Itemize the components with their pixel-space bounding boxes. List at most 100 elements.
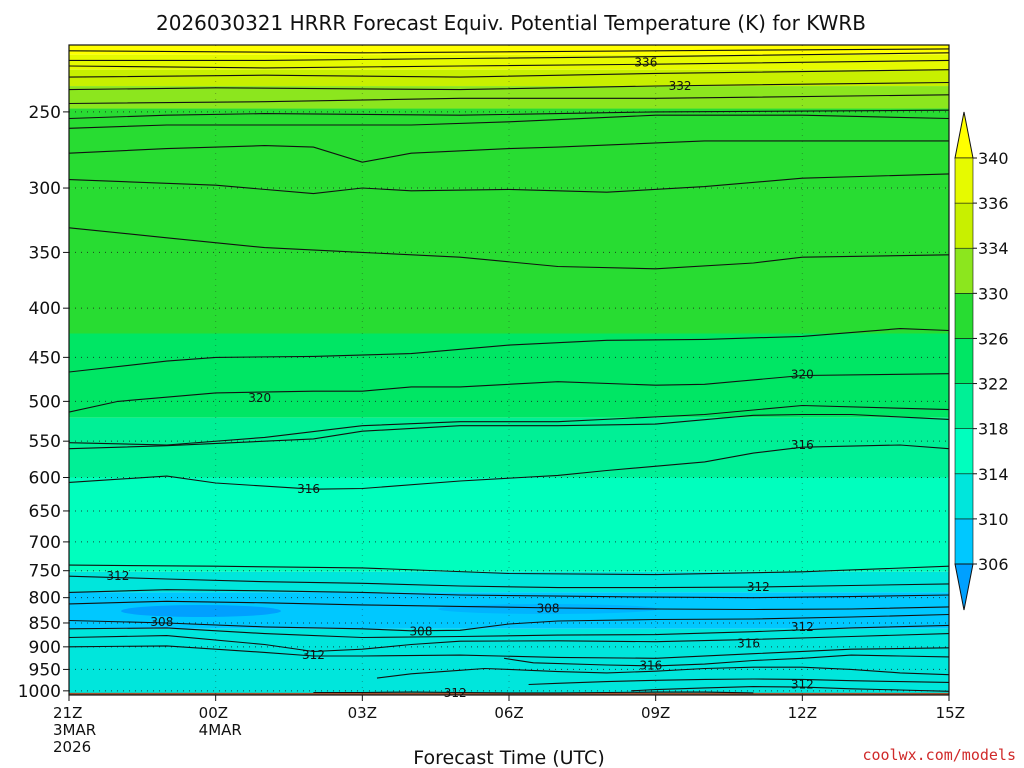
colorbar-segment [954, 293, 974, 339]
contour-line [69, 81, 949, 91]
contour-line [69, 227, 949, 270]
contour-line [376, 666, 949, 679]
colorbar-segment [954, 428, 974, 475]
contour-label: 312 [444, 686, 467, 700]
colorbar-segment [954, 247, 974, 294]
contour-line [69, 328, 949, 373]
contour-label: 320 [791, 368, 814, 382]
contour-line [69, 109, 949, 120]
contour-label: 336 [634, 55, 657, 69]
cold-core-fill [121, 605, 281, 618]
x-axis-label: Forecast Time (UTC) [413, 747, 604, 768]
fill-band [69, 571, 949, 593]
y-tick-label: 300 [29, 179, 61, 199]
contour-label: 316 [297, 482, 320, 496]
contour-line [69, 444, 949, 490]
contour-line [69, 600, 949, 611]
contour-line [69, 404, 949, 446]
colorbar-label: 326 [978, 329, 1009, 348]
x-tick-label: 03Z [348, 704, 377, 722]
colorbar-segment [954, 157, 974, 204]
colorbar-over-triangle [954, 111, 974, 159]
colorbar-segment [954, 383, 974, 429]
y-tick-label: 450 [29, 348, 61, 368]
contour-line [69, 94, 949, 105]
contour-label: 320 [248, 391, 271, 405]
y-tick-label: 350 [29, 243, 61, 263]
fill-band [69, 86, 949, 109]
colorbar-label: 330 [978, 284, 1009, 303]
y-tick-label: 800 [29, 589, 61, 609]
fill-band [69, 45, 949, 55]
colorbar-label: 306 [978, 555, 1009, 574]
y-tick-label: 750 [29, 562, 61, 582]
y-tick-label: 1000 [18, 682, 61, 702]
contour-line [69, 413, 949, 450]
contour-line [69, 69, 949, 78]
x-tick-label: 4MAR [199, 721, 242, 739]
contour-line [69, 564, 949, 576]
contour-line [631, 686, 949, 692]
credit-text: coolwx.com/models [862, 746, 1016, 764]
colorbar-label: 336 [978, 194, 1009, 213]
fill-band [69, 54, 949, 70]
x-tick-label: 00Z [199, 704, 228, 722]
y-tick-label: 550 [29, 432, 61, 452]
chart-title: 2026030321 HRRR Forecast Equiv. Potentia… [156, 11, 866, 35]
colorbar-label: 318 [978, 420, 1009, 439]
contour-line [69, 52, 949, 61]
fill-band [69, 69, 949, 87]
contour-label: 312 [791, 678, 814, 692]
contour-line [69, 575, 949, 589]
colorbar-label: 322 [978, 375, 1009, 394]
contour-label: 308 [410, 625, 433, 639]
x-tick-label: 06Z [494, 704, 523, 722]
y-tick-label: 250 [29, 103, 61, 123]
colorbar-label: 314 [978, 465, 1009, 484]
contour-label: 312 [302, 648, 325, 662]
x-tick-label: 21Z [53, 704, 82, 722]
contour-line [69, 645, 949, 659]
colorbar-label: 334 [978, 239, 1009, 258]
contour-label: 332 [669, 79, 692, 93]
y-tick-label: 900 [29, 638, 61, 658]
contour-label: 316 [737, 637, 760, 651]
y-tick-label: 600 [29, 469, 61, 489]
contour-label: 312 [791, 620, 814, 634]
x-tick-label: 15Z [936, 704, 965, 722]
colorbar-under-triangle [954, 563, 974, 611]
contour-line [69, 624, 949, 639]
y-tick-label: 400 [29, 299, 61, 319]
colorbar-segment [954, 338, 974, 384]
contour-label: 308 [537, 601, 560, 615]
contour-label: 308 [150, 615, 173, 629]
x-tick-label: 3MAR [53, 721, 96, 739]
ground-surface [69, 692, 949, 695]
x-tick-label: 09Z [641, 704, 670, 722]
contour-label: 312 [106, 569, 129, 583]
fill-band [69, 477, 949, 572]
contour-label: 316 [791, 438, 814, 452]
colorbar-segment [954, 473, 974, 520]
contour-line [69, 633, 949, 653]
contour-line [313, 691, 754, 694]
contour-line [69, 114, 949, 129]
colorbar-segment [954, 202, 974, 249]
contour-line [69, 173, 949, 195]
y-tick-label: 700 [29, 533, 61, 553]
contour-label: 316 [639, 658, 662, 672]
fill-band [69, 188, 949, 334]
contour-line [69, 613, 949, 632]
y-tick-label: 500 [29, 392, 61, 412]
contour-line [504, 654, 949, 667]
x-tick-label: 12Z [788, 704, 817, 722]
x-tick-label: 2026 [53, 738, 91, 756]
y-tick-label: 850 [29, 614, 61, 634]
colorbar-segment [954, 518, 974, 565]
y-tick-label: 650 [29, 502, 61, 522]
contour-line [69, 373, 949, 413]
contour-line [69, 140, 949, 163]
contour-line [69, 59, 949, 69]
contour-line [528, 678, 949, 686]
